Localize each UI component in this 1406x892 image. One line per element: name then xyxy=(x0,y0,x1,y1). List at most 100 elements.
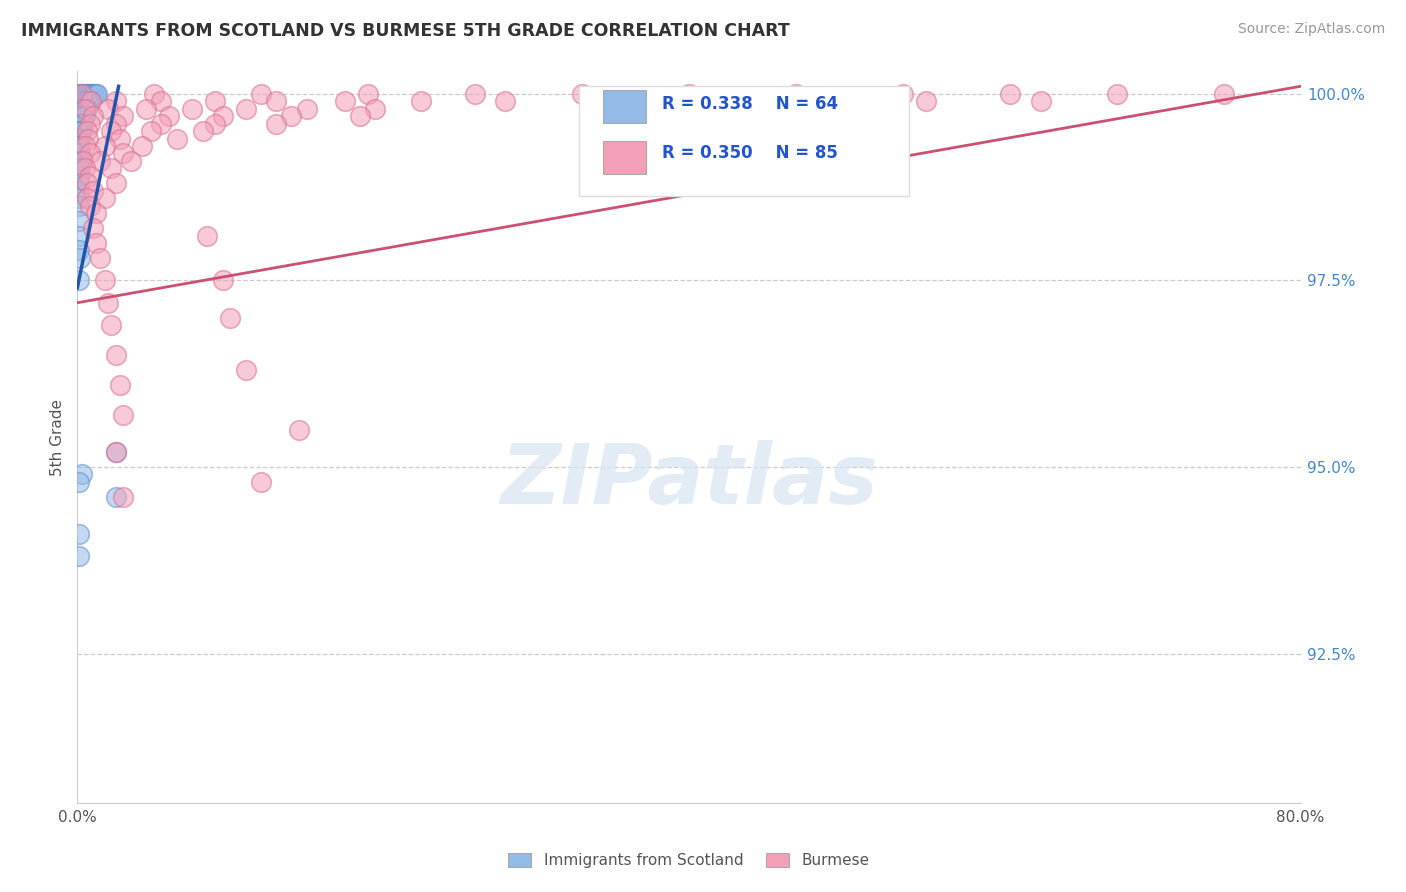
Text: R = 0.338    N = 64: R = 0.338 N = 64 xyxy=(662,95,838,113)
Point xyxy=(678,87,700,101)
Point xyxy=(69,251,91,265)
Point xyxy=(79,94,101,108)
Point xyxy=(131,139,153,153)
Point xyxy=(79,117,101,131)
Point xyxy=(72,102,94,116)
Point xyxy=(69,124,91,138)
Point xyxy=(67,153,90,168)
Point xyxy=(70,117,93,131)
Point xyxy=(72,153,94,168)
Point xyxy=(264,117,287,131)
Point xyxy=(495,94,517,108)
Point xyxy=(67,199,90,213)
Point xyxy=(204,94,226,108)
Point xyxy=(915,94,938,108)
Point xyxy=(67,228,90,243)
Point xyxy=(211,109,233,123)
Point xyxy=(135,102,157,116)
Point xyxy=(79,199,101,213)
Point xyxy=(97,102,120,116)
Point xyxy=(67,184,90,198)
Point xyxy=(67,94,90,108)
Point xyxy=(79,87,101,101)
Point xyxy=(219,310,242,325)
Text: ZIPatlas: ZIPatlas xyxy=(501,441,877,522)
Point xyxy=(70,124,93,138)
Point xyxy=(280,109,302,123)
Point xyxy=(166,131,188,145)
FancyBboxPatch shape xyxy=(603,141,647,174)
Point xyxy=(411,94,433,108)
Point xyxy=(76,94,98,108)
Point xyxy=(76,177,98,191)
Point xyxy=(82,87,104,101)
Point xyxy=(67,177,90,191)
Point xyxy=(800,94,823,108)
Point xyxy=(79,146,101,161)
Point xyxy=(76,191,98,205)
Point xyxy=(80,94,103,108)
Point xyxy=(295,102,318,116)
Point xyxy=(84,206,107,220)
Legend: Immigrants from Scotland, Burmese: Immigrants from Scotland, Burmese xyxy=(501,846,877,876)
Point xyxy=(67,169,90,183)
Point xyxy=(76,87,98,101)
Point xyxy=(357,87,380,101)
Point xyxy=(1029,94,1052,108)
Point xyxy=(77,87,100,101)
Point xyxy=(69,117,91,131)
Point xyxy=(73,109,96,123)
Point xyxy=(785,87,807,101)
Point xyxy=(67,109,90,123)
Point xyxy=(1213,87,1236,101)
Point xyxy=(104,445,127,459)
Point xyxy=(104,177,127,191)
Point xyxy=(586,94,609,108)
Point xyxy=(67,549,90,564)
Point xyxy=(235,363,257,377)
Point xyxy=(72,87,94,101)
Point xyxy=(139,124,162,138)
Point xyxy=(97,295,120,310)
Point xyxy=(67,213,90,227)
Point xyxy=(80,87,103,101)
Point xyxy=(100,318,122,332)
Point xyxy=(89,251,111,265)
Point xyxy=(69,131,91,145)
Point xyxy=(67,161,90,176)
Point xyxy=(82,184,104,198)
Point xyxy=(1107,87,1129,101)
Point xyxy=(108,377,131,392)
Point xyxy=(70,87,93,101)
Point xyxy=(181,102,204,116)
Point xyxy=(73,94,96,108)
Y-axis label: 5th Grade: 5th Grade xyxy=(49,399,65,475)
Point xyxy=(150,94,173,108)
Point xyxy=(104,445,127,459)
Point xyxy=(83,87,105,101)
Point xyxy=(82,109,104,123)
Point xyxy=(67,102,90,116)
Point xyxy=(891,87,914,101)
Point xyxy=(998,87,1021,101)
Point xyxy=(67,475,90,489)
Point xyxy=(67,191,90,205)
Point xyxy=(69,94,91,108)
Point xyxy=(69,102,91,116)
Point xyxy=(76,124,98,138)
Point xyxy=(67,146,90,161)
Point xyxy=(157,109,180,123)
Point xyxy=(204,117,226,131)
Point xyxy=(67,124,90,138)
Point xyxy=(69,87,91,101)
Text: IMMIGRANTS FROM SCOTLAND VS BURMESE 5TH GRADE CORRELATION CHART: IMMIGRANTS FROM SCOTLAND VS BURMESE 5TH … xyxy=(21,22,790,40)
Point xyxy=(72,109,94,123)
Point xyxy=(464,87,486,101)
Point xyxy=(364,102,387,116)
Point xyxy=(142,87,165,101)
Point xyxy=(288,423,311,437)
Point xyxy=(150,117,173,131)
Point xyxy=(104,94,127,108)
Point xyxy=(69,109,91,123)
Point xyxy=(94,139,117,153)
